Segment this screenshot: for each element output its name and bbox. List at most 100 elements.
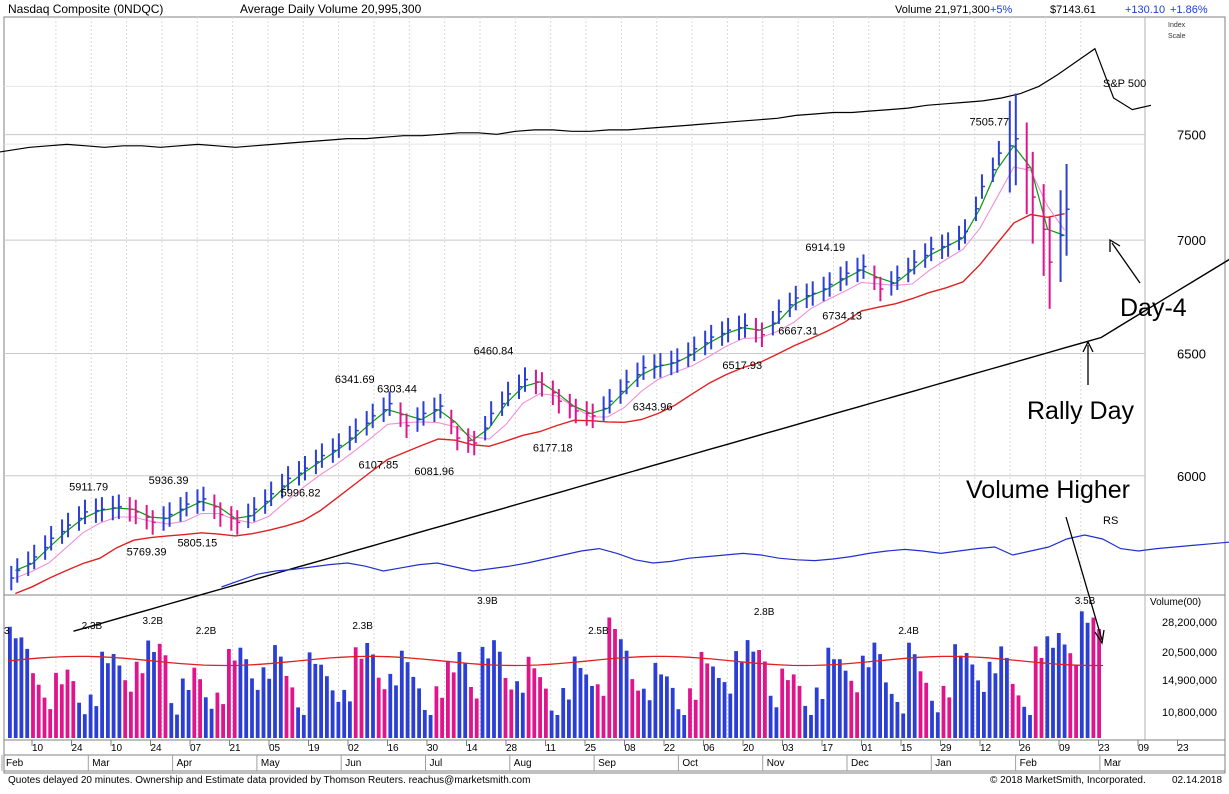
month-label: Dec	[851, 758, 869, 769]
volume-bar	[994, 673, 998, 738]
volume-bar	[821, 699, 825, 738]
volume-bar	[123, 680, 127, 738]
volume-bar	[544, 689, 548, 738]
volume-bar	[285, 676, 289, 738]
volume-bar	[429, 715, 433, 738]
volume-bar	[406, 662, 410, 738]
volume-bar	[728, 694, 732, 738]
volume-bar	[250, 678, 254, 738]
volume-tick: 28,200,000	[1162, 617, 1217, 629]
volume-bar	[256, 690, 260, 738]
day-tick-label: 23	[1099, 743, 1111, 754]
volume-bar	[867, 667, 871, 738]
volume-bar	[901, 714, 905, 739]
volume-bar	[947, 697, 951, 738]
volume-bar	[942, 686, 946, 738]
volume-bar	[705, 663, 709, 738]
volume-bar	[1040, 658, 1044, 738]
volume-bar	[175, 715, 179, 738]
volume-bar	[532, 668, 536, 738]
volume-bar	[550, 711, 554, 738]
volume-bar	[100, 652, 104, 738]
volume-bar	[440, 698, 444, 738]
volume-bar	[527, 657, 531, 738]
volume-bar	[538, 677, 542, 738]
volume-bar	[999, 646, 1003, 738]
volume-bar	[141, 673, 145, 738]
volume-bar	[227, 649, 231, 738]
price-label-5936.39: 5936.39	[149, 475, 189, 487]
volume-bar	[1057, 633, 1061, 738]
volume-bar	[815, 688, 819, 739]
volume-bar	[169, 703, 173, 738]
volume-bar	[740, 663, 744, 738]
footer-date: 02.14.2018	[1172, 775, 1222, 786]
volume-bar	[337, 702, 341, 738]
symbol-title: Nasdaq Composite (0NDQC)	[8, 2, 163, 16]
rs-label: RS	[1103, 515, 1118, 527]
price-label-6667.31: 6667.31	[778, 326, 818, 338]
price-label-6081.96: 6081.96	[414, 466, 454, 478]
volume-bar	[671, 688, 675, 738]
volume-bar	[959, 656, 963, 738]
volume-peak-label: 2.8B	[754, 607, 775, 618]
volume-bar	[619, 639, 623, 738]
volume-peak-label: 3.9B	[477, 596, 498, 607]
volume-bar	[394, 685, 398, 738]
month-label: Apr	[177, 758, 193, 769]
volume-bar	[688, 688, 692, 738]
volume-bar	[579, 668, 583, 738]
volume-bar	[717, 678, 721, 738]
day-tick-label: 24	[151, 743, 163, 754]
volume-bar	[469, 687, 473, 738]
volume-bar	[1034, 646, 1038, 738]
volume-tick: 20,500,000	[1162, 647, 1217, 659]
volume-bar	[849, 681, 853, 738]
price-tick-6000: 6000	[1177, 469, 1206, 484]
volume-bar	[360, 659, 364, 738]
volume-bar	[43, 698, 47, 738]
volume-bar	[1092, 618, 1096, 738]
volume-bar	[377, 678, 381, 738]
price-label-5769.39: 5769.39	[127, 547, 167, 559]
volume-bar	[1068, 653, 1072, 738]
volume-bar	[244, 659, 248, 738]
price-change: +130.10	[1125, 4, 1165, 16]
volume-bar	[907, 643, 911, 738]
volume-bar	[630, 679, 634, 738]
volume-bar	[135, 662, 139, 738]
volume-bar	[181, 679, 185, 739]
volume-peak-label: 2.5B	[588, 626, 609, 637]
volume-bar	[475, 699, 479, 739]
volume-bar	[400, 651, 404, 738]
volume-bar	[458, 652, 462, 738]
volume-bar	[1086, 623, 1090, 738]
volume-bar	[896, 702, 900, 738]
volume-change: +5%	[990, 4, 1013, 16]
volume-bar	[31, 673, 35, 738]
day-tick-label: 10	[32, 743, 44, 754]
volume-bar	[1074, 665, 1078, 738]
volume-bar	[423, 710, 427, 738]
volume-bar	[567, 700, 571, 739]
volume-bar	[417, 688, 421, 738]
day-tick-label: 21	[230, 743, 242, 754]
rally-day-annotation: Rally Day	[1027, 397, 1134, 425]
volume-bar	[54, 673, 58, 738]
day-tick-label: 01	[862, 743, 874, 754]
month-label: Nov	[767, 758, 785, 769]
average-volume: Average Daily Volume 20,995,300	[240, 2, 422, 16]
volume-bar	[775, 707, 779, 738]
volume-bar	[780, 669, 784, 738]
volume-bar	[365, 643, 369, 738]
volume-bar	[60, 684, 64, 738]
volume-bar	[221, 704, 225, 738]
volume-bar	[1011, 684, 1015, 738]
footer-disclaimer: Quotes delayed 20 minutes. Ownership and…	[8, 775, 530, 786]
month-label: Mar	[1104, 758, 1122, 769]
volume-bar	[216, 693, 220, 738]
volume-bar	[878, 654, 882, 738]
volume-peak-label: 2.4B	[898, 626, 919, 637]
